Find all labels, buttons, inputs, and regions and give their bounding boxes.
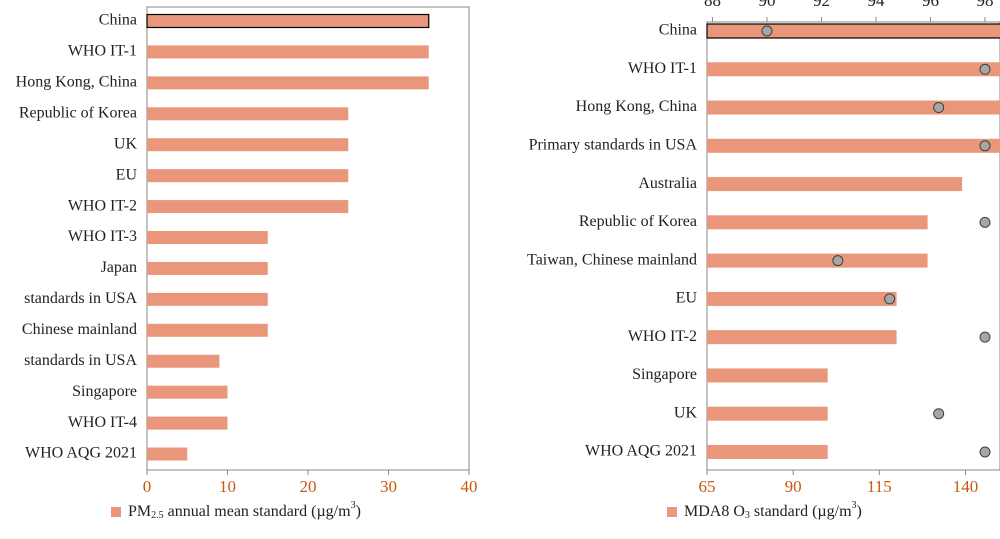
category-label: WHO IT-1 bbox=[628, 60, 697, 77]
legend-part: annual mean standard (µg/m bbox=[164, 503, 351, 520]
x-tick-label: 30 bbox=[380, 477, 397, 496]
bar bbox=[147, 169, 349, 183]
bar bbox=[707, 330, 897, 345]
plot-frame bbox=[706, 21, 1000, 471]
bar bbox=[147, 354, 220, 368]
category-label: Taiwan, Chinese mainland bbox=[527, 251, 697, 268]
category-label: Singapore bbox=[72, 383, 137, 400]
category-label: WHO IT-2 bbox=[628, 328, 697, 345]
legend-part: standard (µg/m bbox=[750, 503, 852, 520]
bar bbox=[147, 138, 349, 152]
legend-swatch bbox=[111, 507, 121, 517]
legend-part: ) bbox=[356, 503, 361, 520]
bar bbox=[707, 253, 928, 268]
bar bbox=[707, 62, 1000, 77]
bar bbox=[147, 261, 268, 275]
legend-part: MDA8 O bbox=[684, 503, 745, 520]
x-tick-label: 20 bbox=[300, 477, 317, 496]
dot bbox=[979, 331, 991, 343]
legend-part: PM bbox=[128, 503, 151, 520]
bar bbox=[147, 323, 268, 337]
bar bbox=[707, 215, 928, 230]
bar bbox=[707, 100, 1000, 115]
legend-label: PM2.5 annual mean standard (µg/m3) bbox=[128, 500, 361, 521]
x2-tick-label: 96 bbox=[922, 0, 939, 10]
legend-part: 3 bbox=[852, 500, 857, 511]
x-tick-label: 0 bbox=[143, 477, 152, 496]
bar bbox=[147, 385, 228, 399]
x-tick-label: 90 bbox=[785, 477, 802, 496]
legend-part: 3 bbox=[745, 510, 750, 521]
bar bbox=[707, 368, 828, 383]
bar bbox=[707, 138, 1000, 153]
x2-tick-label: 90 bbox=[758, 0, 775, 10]
bar bbox=[707, 444, 828, 459]
category-label: Republic of Korea bbox=[19, 104, 137, 121]
legend-swatch bbox=[667, 507, 677, 517]
x-tick-label: 40 bbox=[461, 477, 478, 496]
bar bbox=[147, 200, 349, 214]
dot bbox=[884, 293, 896, 305]
legend-part: 3 bbox=[351, 500, 356, 511]
category-label: Chinese mainland bbox=[22, 321, 137, 338]
bar bbox=[147, 45, 429, 59]
category-label: Hong Kong, China bbox=[576, 98, 697, 115]
category-label: WHO IT-1 bbox=[68, 43, 137, 60]
dot bbox=[979, 446, 991, 458]
bar bbox=[147, 292, 268, 306]
x2-tick-label: 98 bbox=[977, 0, 994, 10]
bar bbox=[707, 177, 963, 192]
category-label: EU bbox=[676, 290, 698, 307]
category-label: UK bbox=[674, 404, 698, 421]
dot bbox=[979, 216, 991, 228]
x2-tick-label: 94 bbox=[867, 0, 885, 10]
category-label: Singapore bbox=[632, 366, 697, 383]
dot bbox=[979, 63, 991, 75]
category-label: standards in USA bbox=[24, 352, 137, 369]
dot bbox=[933, 102, 945, 114]
legend-part: ) bbox=[857, 503, 862, 520]
bar bbox=[707, 291, 897, 306]
category-label: WHO AQG 2021 bbox=[585, 443, 697, 460]
category-label: WHO IT-2 bbox=[68, 197, 137, 214]
category-label: standards in USA bbox=[24, 290, 137, 307]
bar bbox=[147, 76, 429, 90]
category-label: Australia bbox=[638, 175, 697, 192]
category-label: China bbox=[659, 22, 697, 39]
x2-tick-label: 88 bbox=[704, 0, 721, 10]
x-tick-label: 115 bbox=[867, 477, 892, 496]
bar bbox=[147, 231, 268, 245]
legend-label: MDA8 O3 standard (µg/m3) bbox=[684, 500, 862, 521]
category-label: EU bbox=[116, 166, 138, 183]
bar bbox=[146, 13, 430, 29]
category-label: Republic of Korea bbox=[579, 213, 697, 230]
x2-tick-label: 92 bbox=[813, 0, 830, 10]
category-label: WHO IT-4 bbox=[68, 414, 137, 431]
category-label: WHO IT-3 bbox=[68, 228, 137, 245]
bar bbox=[147, 447, 188, 461]
bar bbox=[707, 406, 828, 421]
category-label: Japan bbox=[101, 259, 137, 276]
dot bbox=[761, 25, 773, 37]
legend-part: 2.5 bbox=[151, 510, 164, 521]
x-tick-label: 65 bbox=[699, 477, 716, 496]
bar bbox=[147, 416, 228, 430]
category-label: Primary standards in USA bbox=[529, 136, 698, 153]
x-tick-label: 10 bbox=[219, 477, 236, 496]
dot bbox=[933, 408, 945, 420]
category-label: Hong Kong, China bbox=[16, 74, 137, 91]
bar bbox=[147, 107, 349, 121]
category-label: WHO AQG 2021 bbox=[25, 445, 137, 462]
x-tick-label: 140 bbox=[953, 477, 979, 496]
category-label: China bbox=[99, 12, 137, 29]
dot bbox=[979, 140, 991, 152]
bar bbox=[706, 23, 1000, 39]
category-label: UK bbox=[114, 135, 138, 152]
dot bbox=[832, 255, 844, 267]
